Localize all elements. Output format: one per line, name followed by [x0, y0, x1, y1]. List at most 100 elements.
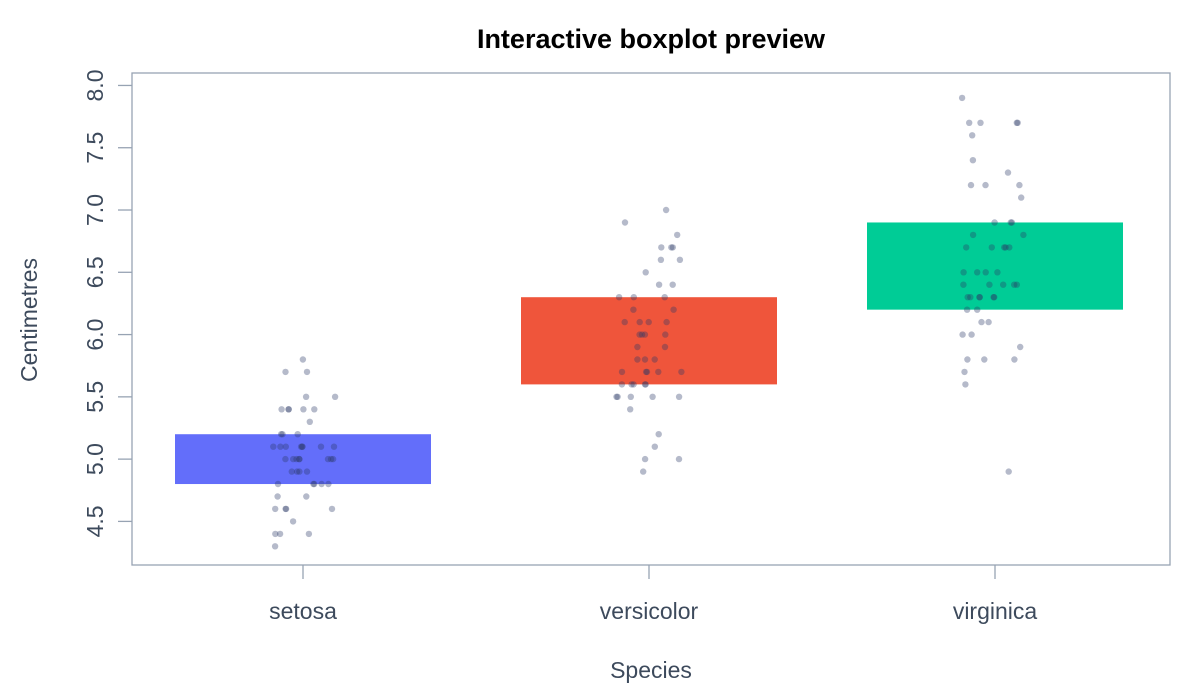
data-point-versicolor[interactable] — [630, 294, 637, 301]
data-point-versicolor[interactable] — [655, 368, 662, 376]
data-point-virginica[interactable] — [1002, 244, 1009, 251]
data-point-versicolor[interactable] — [636, 331, 643, 338]
data-point-setosa[interactable] — [299, 443, 306, 450]
data-point-setosa[interactable] — [293, 468, 301, 475]
data-point-versicolor[interactable] — [670, 306, 677, 313]
data-point-virginica[interactable] — [976, 294, 983, 301]
data-point-versicolor[interactable] — [649, 393, 656, 400]
data-point-virginica[interactable] — [982, 269, 989, 276]
data-point-versicolor[interactable] — [669, 281, 676, 288]
data-point-setosa[interactable] — [271, 543, 279, 550]
data-point-setosa[interactable] — [328, 505, 336, 513]
data-point-versicolor[interactable] — [675, 455, 683, 463]
data-point-virginica[interactable] — [967, 181, 975, 189]
data-point-setosa[interactable] — [327, 455, 335, 463]
data-point-setosa[interactable] — [274, 493, 281, 500]
data-point-versicolor[interactable] — [613, 393, 620, 400]
data-point-versicolor[interactable] — [642, 368, 650, 376]
data-point-versicolor[interactable] — [641, 381, 649, 388]
data-point-virginica[interactable] — [969, 157, 977, 164]
data-point-setosa[interactable] — [299, 443, 306, 450]
data-point-setosa[interactable] — [282, 368, 289, 376]
data-point-virginica[interactable] — [1017, 343, 1024, 351]
data-point-setosa[interactable] — [279, 431, 286, 438]
data-point-virginica[interactable] — [969, 231, 977, 239]
data-point-versicolor[interactable] — [642, 269, 649, 276]
data-point-setosa[interactable] — [288, 468, 295, 475]
data-point-setosa[interactable] — [277, 443, 284, 450]
data-point-virginica[interactable] — [978, 318, 985, 326]
data-point-virginica[interactable] — [974, 306, 981, 313]
data-point-setosa[interactable] — [325, 480, 332, 488]
data-point-setosa[interactable] — [303, 368, 311, 376]
data-point-setosa[interactable] — [305, 530, 313, 538]
data-point-versicolor[interactable] — [642, 381, 649, 388]
data-point-virginica[interactable] — [963, 306, 971, 313]
data-point-versicolor[interactable] — [663, 318, 670, 326]
data-point-virginica[interactable] — [1016, 181, 1023, 189]
data-point-setosa[interactable] — [311, 406, 318, 413]
box-versicolor[interactable] — [521, 297, 777, 385]
data-point-versicolor[interactable] — [662, 206, 670, 214]
data-point-virginica[interactable] — [1000, 281, 1007, 288]
data-point-setosa[interactable] — [282, 443, 289, 450]
data-point-virginica[interactable] — [968, 331, 975, 338]
data-point-setosa[interactable] — [293, 455, 300, 463]
data-point-setosa[interactable] — [331, 393, 339, 400]
data-point-versicolor[interactable] — [674, 231, 681, 239]
data-point-virginica[interactable] — [991, 294, 998, 301]
data-point-versicolor[interactable] — [675, 393, 683, 400]
data-point-virginica[interactable] — [961, 368, 968, 376]
data-point-virginica[interactable] — [988, 244, 995, 251]
data-point-setosa[interactable] — [318, 480, 325, 488]
data-point-virginica[interactable] — [963, 244, 970, 251]
data-point-virginica[interactable] — [1018, 194, 1025, 201]
data-point-versicolor[interactable] — [641, 455, 649, 463]
data-point-versicolor[interactable] — [634, 356, 641, 363]
data-point-virginica[interactable] — [966, 119, 973, 127]
data-point-versicolor[interactable] — [669, 244, 676, 251]
data-point-setosa[interactable] — [285, 406, 292, 413]
data-point-setosa[interactable] — [296, 455, 303, 463]
data-point-virginica[interactable] — [964, 356, 971, 363]
data-point-setosa[interactable] — [317, 443, 325, 450]
data-point-setosa[interactable] — [296, 455, 303, 463]
data-point-versicolor[interactable] — [678, 368, 685, 376]
data-point-virginica[interactable] — [958, 94, 966, 102]
data-point-setosa[interactable] — [290, 455, 297, 463]
data-point-versicolor[interactable] — [651, 443, 658, 450]
data-point-setosa[interactable] — [294, 431, 301, 438]
data-point-virginica[interactable] — [1011, 281, 1018, 288]
data-point-versicolor[interactable] — [628, 381, 635, 388]
data-point-virginica[interactable] — [994, 269, 1001, 276]
data-point-setosa[interactable] — [297, 443, 305, 450]
box-virginica[interactable] — [867, 222, 1123, 310]
data-point-versicolor[interactable] — [662, 331, 669, 338]
data-point-versicolor[interactable] — [627, 393, 634, 400]
data-point-setosa[interactable] — [302, 393, 310, 400]
data-point-setosa[interactable] — [303, 468, 311, 475]
data-point-virginica[interactable] — [1006, 244, 1013, 251]
data-point-versicolor[interactable] — [636, 318, 643, 326]
data-point-versicolor[interactable] — [618, 381, 626, 388]
data-point-versicolor[interactable] — [651, 356, 658, 363]
data-point-virginica[interactable] — [967, 294, 974, 301]
data-point-versicolor[interactable] — [641, 356, 649, 363]
data-point-virginica[interactable] — [969, 132, 976, 139]
data-point-virginica[interactable] — [991, 219, 998, 226]
data-point-setosa[interactable] — [303, 493, 310, 500]
data-point-setosa[interactable] — [276, 530, 284, 538]
data-point-versicolor[interactable] — [615, 294, 623, 301]
data-point-setosa[interactable] — [324, 455, 332, 463]
data-point-virginica[interactable] — [960, 281, 967, 288]
data-point-virginica[interactable] — [959, 331, 966, 338]
data-point-setosa[interactable] — [282, 505, 290, 513]
data-point-versicolor[interactable] — [645, 318, 652, 326]
data-point-virginica[interactable] — [981, 356, 988, 363]
data-point-virginica[interactable] — [960, 269, 967, 276]
data-point-versicolor[interactable] — [655, 431, 662, 438]
data-point-setosa[interactable] — [272, 530, 279, 538]
data-point-versicolor[interactable] — [676, 256, 684, 263]
data-point-setosa[interactable] — [282, 505, 289, 513]
data-point-virginica[interactable] — [962, 381, 969, 388]
